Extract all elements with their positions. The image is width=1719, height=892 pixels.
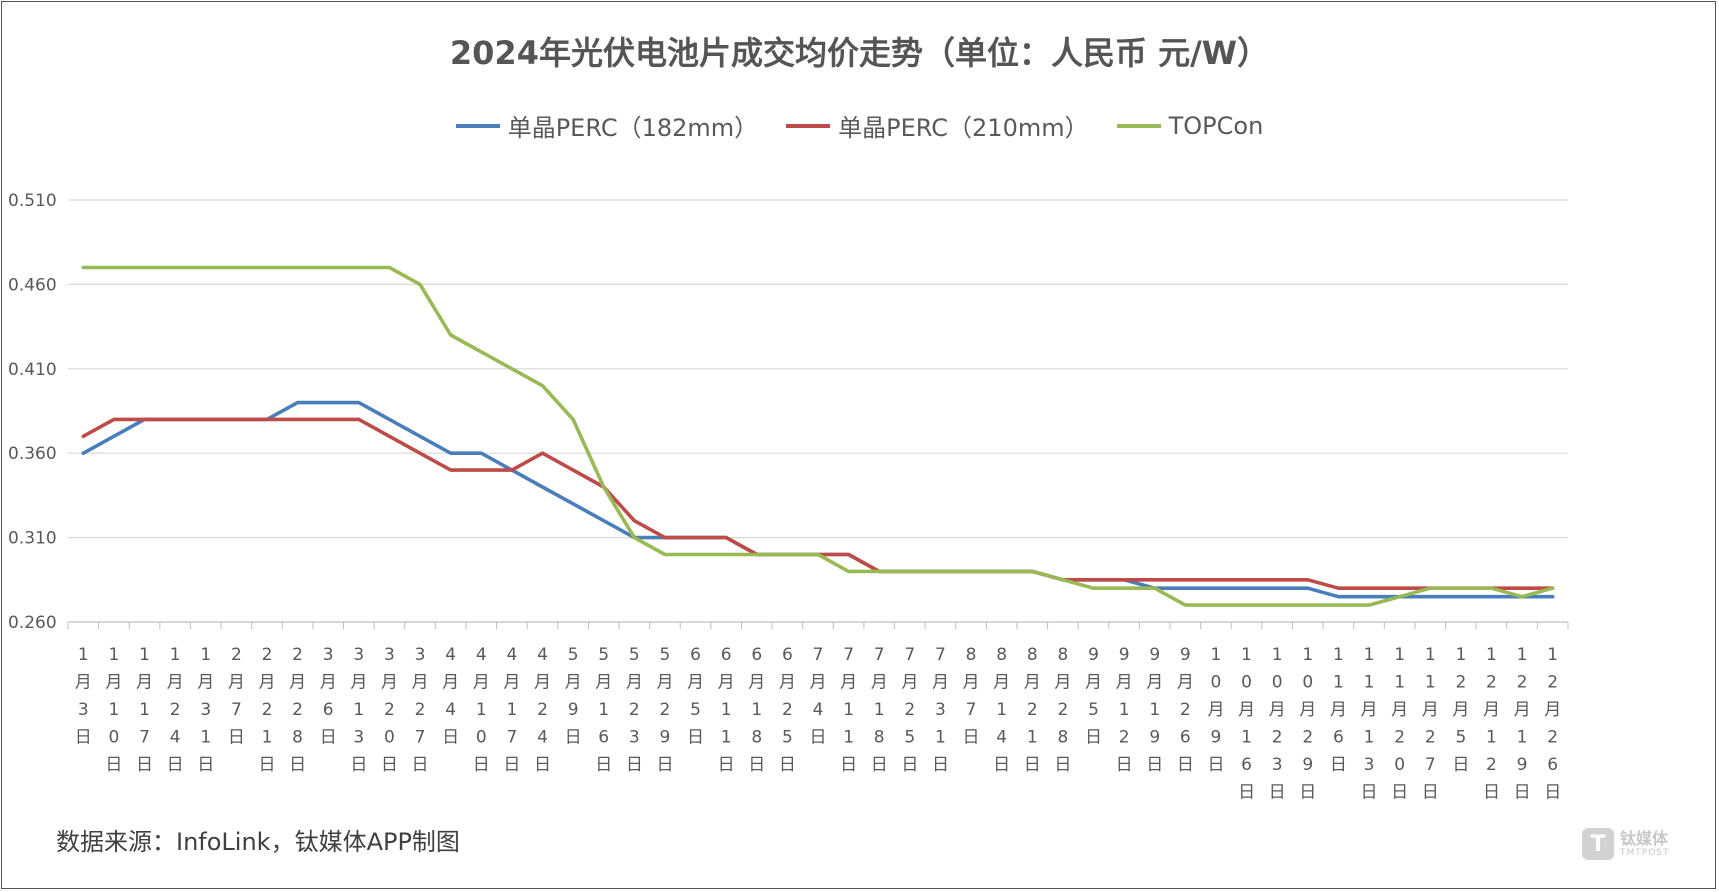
legend-swatch-perc-182: [455, 123, 500, 128]
legend-label-topcon: TOPCon: [1168, 111, 1264, 140]
watermark-logo: T 钛媒体 TMTPOST: [1582, 828, 1669, 860]
watermark-cn: 钛媒体: [1620, 828, 1669, 848]
watermark-icon: T: [1582, 828, 1614, 860]
legend-item-perc-182: 单晶PERC（182mm）: [455, 108, 759, 143]
legend-label-perc-210: 单晶PERC（210mm）: [838, 114, 1089, 142]
legend-item-topcon: TOPCon: [1116, 111, 1264, 140]
watermark-text: 钛媒体 TMTPOST: [1620, 828, 1670, 858]
chart-title: 2024年光伏电池片成交均价走势（单位：人民币 元/W）: [449, 34, 1270, 72]
legend-swatch-topcon: [1116, 123, 1161, 128]
legend-swatch-perc-210: [786, 123, 831, 128]
source-note: 数据来源：InfoLink，钛媒体APP制图: [56, 828, 460, 856]
watermark-en: TMTPOST: [1620, 847, 1670, 858]
chart-legend: 单晶PERC（182mm） 单晶PERC（210mm） TOPCon: [0, 108, 1719, 143]
legend-item-perc-210: 单晶PERC（210mm）: [786, 108, 1089, 143]
legend-label-perc-182: 单晶PERC（182mm）: [507, 114, 759, 142]
